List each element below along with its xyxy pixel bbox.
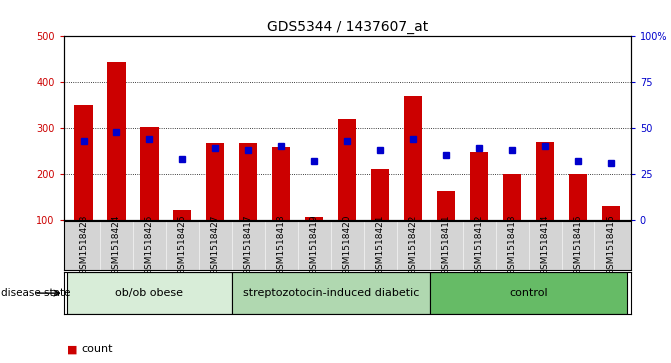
Bar bbox=[429, 272, 627, 314]
Bar bbox=[305, 217, 323, 220]
Bar bbox=[232, 272, 429, 314]
Text: GSM1518416: GSM1518416 bbox=[607, 215, 615, 275]
Bar bbox=[173, 211, 191, 220]
Text: GSM1518421: GSM1518421 bbox=[376, 215, 384, 275]
Bar bbox=[503, 174, 521, 220]
Text: GSM1518424: GSM1518424 bbox=[112, 215, 121, 275]
Text: streptozotocin-induced diabetic: streptozotocin-induced diabetic bbox=[243, 288, 419, 298]
Bar bbox=[536, 142, 554, 220]
Bar bbox=[338, 119, 356, 220]
Bar bbox=[272, 147, 291, 220]
Bar bbox=[371, 169, 389, 220]
Text: GSM1518426: GSM1518426 bbox=[178, 215, 187, 275]
Bar bbox=[74, 105, 93, 220]
Bar bbox=[404, 96, 422, 220]
Text: GSM1518420: GSM1518420 bbox=[343, 215, 352, 275]
Bar bbox=[602, 206, 620, 220]
Bar bbox=[67, 272, 232, 314]
Bar bbox=[569, 174, 587, 220]
Text: GSM1518427: GSM1518427 bbox=[211, 215, 220, 275]
Bar bbox=[240, 143, 258, 220]
Text: GSM1518417: GSM1518417 bbox=[244, 215, 253, 275]
Text: GSM1518423: GSM1518423 bbox=[79, 215, 88, 275]
Bar bbox=[140, 127, 158, 220]
Text: GSM1518425: GSM1518425 bbox=[145, 215, 154, 275]
Bar bbox=[437, 191, 455, 220]
Bar bbox=[470, 152, 488, 220]
Bar bbox=[107, 61, 125, 220]
Text: GSM1518422: GSM1518422 bbox=[409, 215, 417, 275]
Text: ■: ■ bbox=[67, 344, 78, 354]
Text: ob/ob obese: ob/ob obese bbox=[115, 288, 183, 298]
Text: disease state: disease state bbox=[1, 288, 71, 298]
Text: control: control bbox=[509, 288, 548, 298]
Text: count: count bbox=[82, 344, 113, 354]
Text: GSM1518419: GSM1518419 bbox=[310, 215, 319, 275]
Text: GSM1518412: GSM1518412 bbox=[474, 215, 484, 275]
Text: GSM1518415: GSM1518415 bbox=[574, 215, 582, 275]
Text: GSM1518413: GSM1518413 bbox=[507, 215, 517, 275]
Text: GSM1518418: GSM1518418 bbox=[277, 215, 286, 275]
Title: GDS5344 / 1437607_at: GDS5344 / 1437607_at bbox=[266, 20, 428, 34]
Bar bbox=[206, 143, 224, 220]
Text: GSM1518414: GSM1518414 bbox=[541, 215, 550, 275]
Text: GSM1518411: GSM1518411 bbox=[442, 215, 451, 275]
